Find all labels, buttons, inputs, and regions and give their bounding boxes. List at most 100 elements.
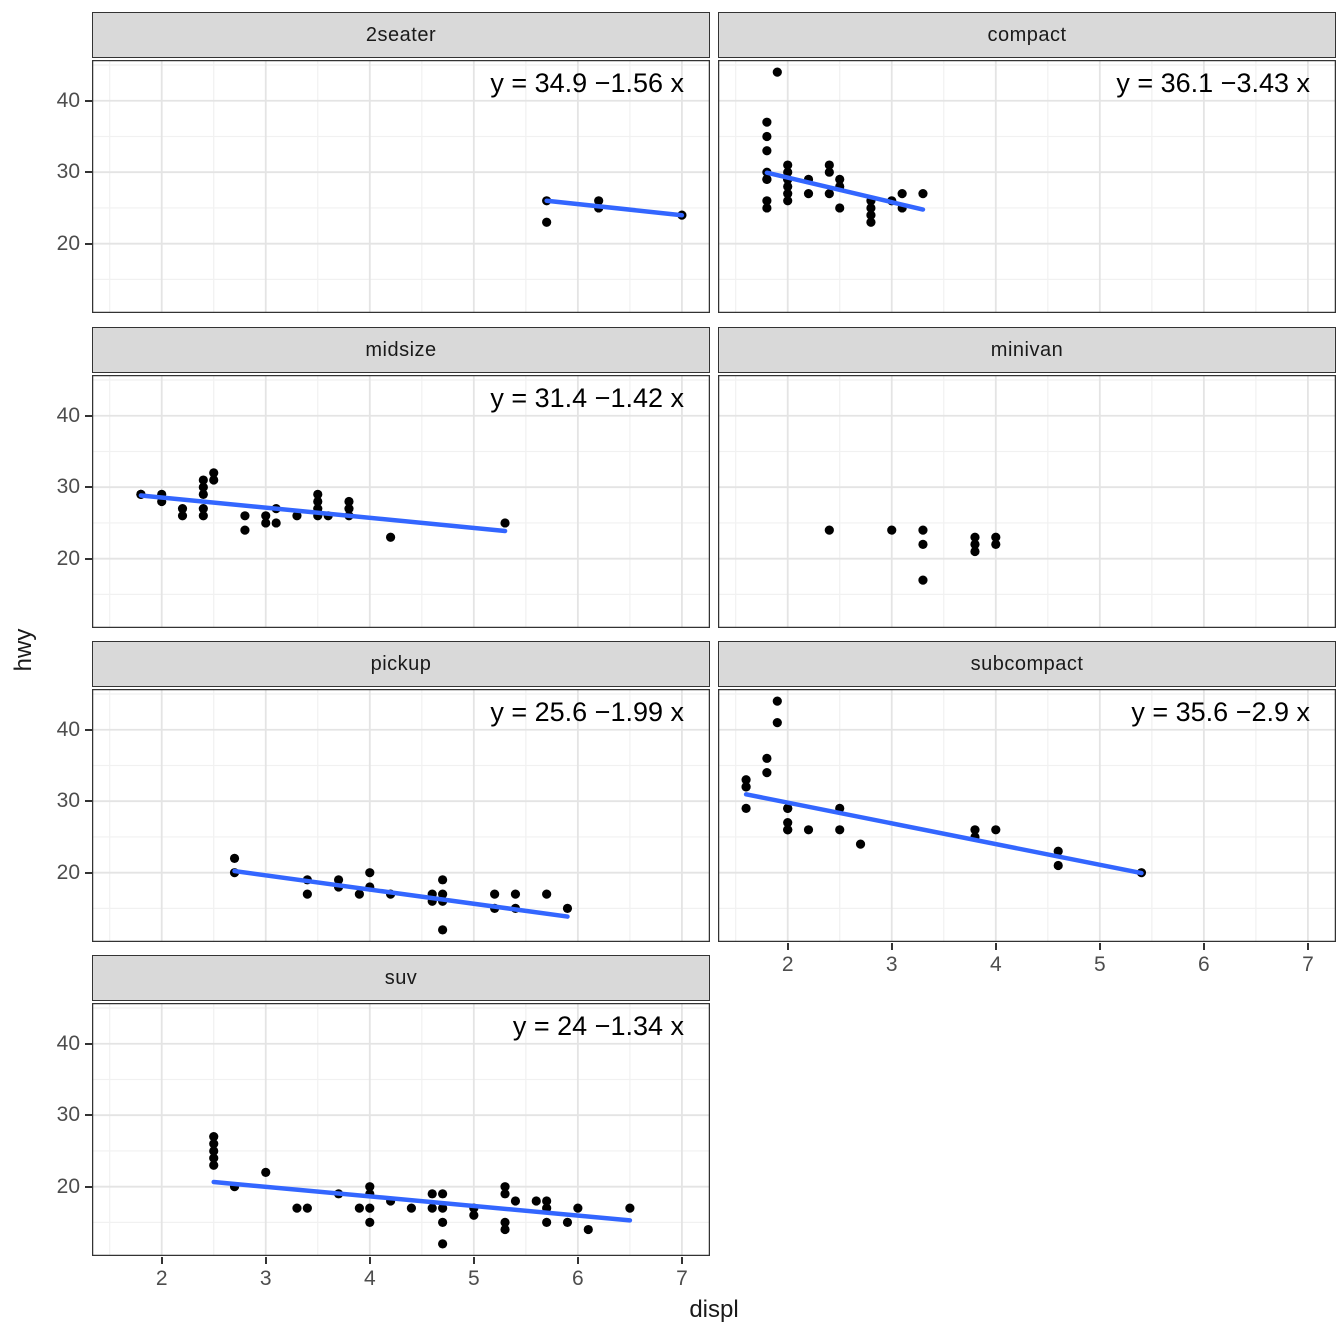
- data-point: [803, 189, 814, 199]
- data-point: [302, 1203, 312, 1213]
- x-tick-mark: [786, 943, 789, 950]
- data-point: [209, 1132, 219, 1142]
- data-point: [824, 525, 834, 535]
- equation-label: y = 31.4 −1.42 x: [490, 383, 684, 413]
- facet-panel: [716, 373, 1338, 630]
- x-tick-label: 2: [155, 1267, 168, 1290]
- data-point: [292, 1203, 302, 1213]
- facet-panel: [90, 58, 712, 315]
- data-point: [438, 1203, 448, 1213]
- x-tick-label: 3: [259, 1267, 272, 1290]
- equation-label: y = 24 −1.34 x: [512, 1011, 684, 1041]
- data-point: [333, 875, 344, 885]
- data-point: [302, 889, 312, 899]
- panel-border: [716, 373, 1338, 630]
- data-point: [835, 825, 845, 835]
- data-point: [970, 532, 980, 542]
- data-point: [500, 1224, 510, 1235]
- data-point: [824, 167, 834, 177]
- y-tick-label: 40: [56, 1031, 80, 1055]
- equation-label: y = 35.6 −2.9 x: [1131, 697, 1310, 727]
- data-point: [542, 1217, 552, 1228]
- facet-strip: compact: [718, 12, 1336, 58]
- x-tick-mark: [680, 1257, 683, 1264]
- equation-label: y = 25.6 −1.99 x: [490, 697, 684, 727]
- data-point: [427, 1203, 437, 1213]
- data-point: [240, 511, 250, 521]
- data-point: [897, 189, 907, 199]
- trend-line: [743, 792, 1144, 876]
- data-point: [783, 181, 793, 192]
- y-tick-mark: [85, 486, 92, 489]
- data-point: [1053, 846, 1063, 856]
- x-tick-label: 4: [363, 1267, 376, 1290]
- data-point: [344, 504, 354, 514]
- y-tick-mark: [85, 1042, 92, 1045]
- trend-line: [764, 170, 926, 212]
- y-tick-label: 40: [56, 403, 80, 427]
- data-point: [772, 717, 782, 728]
- facet-strip-label: pickup: [370, 652, 432, 675]
- x-tick-label: 2: [781, 953, 794, 976]
- data-point: [762, 753, 772, 763]
- facet-strip-label: compact: [987, 23, 1067, 46]
- facet-plot-svg: [716, 58, 1338, 315]
- data-point: [385, 532, 396, 542]
- y-tick-mark: [85, 242, 92, 245]
- y-tick-label: 40: [56, 717, 80, 741]
- data-point: [741, 782, 751, 792]
- equation-label: y = 36.1 −3.43 x: [1116, 68, 1310, 98]
- data-point: [198, 475, 208, 485]
- data-point: [365, 868, 375, 878]
- data-point: [762, 203, 772, 213]
- data-point: [240, 525, 250, 535]
- facet-strip: minivan: [718, 327, 1336, 373]
- data-point: [261, 1167, 271, 1177]
- data-point: [261, 511, 271, 521]
- y-axis-title: hwy: [10, 628, 37, 672]
- data-point: [438, 1239, 448, 1249]
- y-tick-mark: [85, 99, 92, 102]
- facet-plot-svg: [90, 687, 712, 944]
- facet-panel: [90, 687, 712, 944]
- data-point: [500, 1189, 510, 1199]
- facet-strip: midsize: [92, 327, 710, 373]
- data-point: [490, 889, 500, 899]
- data-point: [866, 217, 876, 227]
- facet-plot-svg: [716, 687, 1338, 944]
- x-tick-mark: [368, 1257, 371, 1264]
- data-point: [762, 196, 772, 206]
- facet-strip: pickup: [92, 641, 710, 687]
- y-tick-label: 20: [56, 860, 80, 884]
- data-point: [198, 511, 208, 521]
- data-point: [991, 539, 1001, 549]
- x-tick-label: 3: [885, 953, 898, 976]
- data-point: [991, 825, 1001, 835]
- data-point: [198, 504, 208, 514]
- y-tick-label: 30: [56, 475, 80, 499]
- data-point: [918, 575, 928, 585]
- data-point: [209, 475, 219, 485]
- data-point: [573, 1203, 583, 1213]
- x-tick-label: 4: [989, 953, 1002, 976]
- y-tick-label: 30: [56, 1103, 80, 1127]
- x-tick-label: 6: [1198, 953, 1210, 976]
- y-tick-mark: [85, 557, 92, 560]
- data-point: [762, 174, 772, 184]
- data-point: [365, 1182, 375, 1192]
- facet-strip: 2seater: [92, 12, 710, 58]
- trend-line: [232, 868, 570, 919]
- y-tick-mark: [85, 800, 92, 803]
- x-tick-mark: [576, 1257, 579, 1264]
- y-tick-label: 30: [56, 789, 80, 813]
- data-point: [970, 546, 980, 557]
- data-point: [855, 839, 866, 849]
- data-point: [271, 518, 281, 528]
- data-point: [510, 889, 521, 899]
- data-point: [344, 496, 354, 507]
- data-point: [500, 1182, 510, 1192]
- data-point: [365, 1217, 375, 1228]
- data-point: [762, 131, 772, 142]
- trend-line: [138, 493, 508, 534]
- data-point: [406, 1203, 417, 1213]
